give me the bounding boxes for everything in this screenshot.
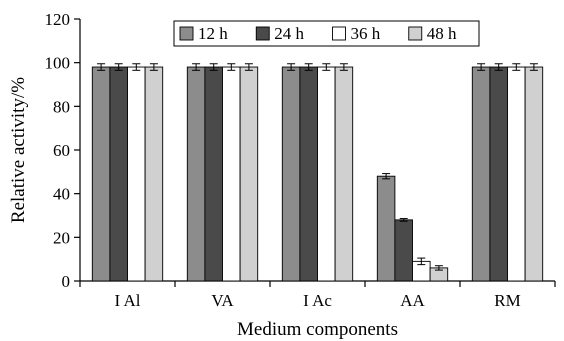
bar: [128, 67, 146, 281]
bar: [395, 220, 413, 281]
bar: [282, 67, 300, 281]
legend-label: 12 h: [198, 24, 228, 43]
bar: [377, 176, 395, 281]
bar: [490, 67, 508, 281]
legend: 12 h 24 h 36 h 48 h: [174, 21, 479, 46]
y-tick-label: 120: [45, 10, 71, 29]
bar: [300, 67, 318, 281]
y-tick-label: 40: [53, 185, 70, 204]
plot-area: 0 20 40 60 80 100 120 I Al VA I Ac AA RM: [45, 10, 556, 310]
x-axis-ticks: I Al VA I Ac AA RM: [80, 281, 555, 310]
y-tick-label: 80: [53, 97, 70, 116]
legend-label: 36 h: [351, 24, 381, 43]
y-axis-label: Relative activity/%: [8, 77, 29, 223]
bar: [205, 67, 223, 281]
y-tick-label: 20: [53, 228, 70, 247]
y-tick-label: 60: [53, 141, 70, 160]
bar: [240, 67, 258, 281]
x-axis-label: Medium components: [237, 319, 398, 340]
legend-swatch: [180, 27, 193, 40]
legend-label: 48 h: [427, 24, 457, 43]
legend-swatch: [333, 27, 346, 40]
y-axis-ticks: 0 20 40 60 80 100 120: [45, 10, 81, 291]
legend-swatch: [409, 27, 422, 40]
bars-group: [92, 64, 542, 281]
x-tick-label: I Al: [115, 291, 141, 310]
bar: [110, 67, 128, 281]
legend-swatch: [256, 27, 269, 40]
bar: [335, 67, 353, 281]
bar: [318, 67, 336, 281]
bar: [187, 67, 205, 281]
bar: [525, 67, 543, 281]
bar: [472, 67, 490, 281]
bar: [145, 67, 163, 281]
x-tick-label: RM: [494, 291, 520, 310]
y-tick-label: 0: [62, 272, 71, 291]
legend-label: 24 h: [274, 24, 304, 43]
bar: [508, 67, 526, 281]
x-tick-label: AA: [400, 291, 425, 310]
x-tick-label: VA: [211, 291, 234, 310]
bar: [223, 67, 241, 281]
x-tick-label: I Ac: [303, 291, 332, 310]
y-tick-label: 100: [45, 54, 71, 73]
bar: [92, 67, 110, 281]
